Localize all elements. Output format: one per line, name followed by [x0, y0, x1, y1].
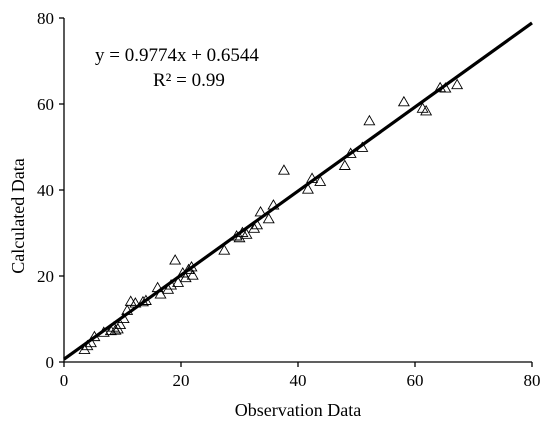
data-point [78, 343, 91, 354]
data-point [84, 336, 97, 348]
x-tick-label: 60 [407, 371, 424, 390]
y-ticks: 0 20 40 60 80 [37, 9, 64, 372]
trendline [63, 21, 533, 361]
y-tick-label: 20 [37, 267, 54, 286]
data-point [169, 254, 182, 265]
data-point [186, 269, 199, 280]
x-tick-label: 80 [524, 371, 541, 390]
data-point [109, 324, 122, 335]
data-point [124, 295, 137, 306]
data-point [254, 205, 267, 217]
data-point [277, 164, 290, 175]
data-point [267, 199, 280, 210]
data-point [420, 104, 433, 116]
y-axis-title: Calculated Data [8, 158, 28, 273]
axes: 0 20 40 60 80 0 20 40 60 80 [37, 9, 541, 390]
data-point [248, 222, 261, 233]
data-point [136, 295, 149, 307]
data-point [121, 304, 134, 315]
data-point [251, 218, 264, 230]
data-point [356, 141, 369, 152]
data-point [218, 244, 231, 255]
y-tick-label: 60 [37, 95, 54, 114]
data-points [78, 78, 464, 354]
data-point [81, 339, 94, 351]
data-point [117, 312, 130, 324]
data-point [314, 175, 327, 186]
data-point [185, 260, 198, 272]
x-tick-label: 20 [173, 371, 190, 390]
y-tick-label: 40 [37, 181, 54, 200]
x-tick-label: 40 [290, 371, 307, 390]
x-axis-title: Observation Data [235, 400, 361, 420]
y-tick-label: 0 [46, 353, 55, 372]
y-tick-label: 80 [37, 9, 54, 28]
data-point [363, 114, 376, 126]
data-point [129, 297, 142, 308]
data-point [262, 212, 275, 224]
data-point [114, 318, 127, 330]
r-squared-label: R² = 0.99 [153, 70, 225, 91]
data-point [344, 147, 357, 158]
data-point [338, 159, 351, 170]
data-point [439, 82, 452, 93]
data-point [151, 281, 164, 293]
data-point [451, 78, 464, 90]
data-point [139, 294, 152, 305]
x-tick-label: 0 [60, 371, 69, 390]
data-point [240, 228, 253, 239]
data-point [306, 172, 319, 183]
data-point [301, 183, 314, 194]
data-point [230, 230, 243, 241]
data-point [88, 330, 101, 342]
data-point [97, 326, 110, 337]
regression-equation: y = 0.9774x + 0.6544 [95, 45, 259, 66]
data-point [397, 95, 410, 107]
data-point [182, 263, 195, 275]
x-ticks: 0 20 40 60 80 [60, 362, 541, 390]
